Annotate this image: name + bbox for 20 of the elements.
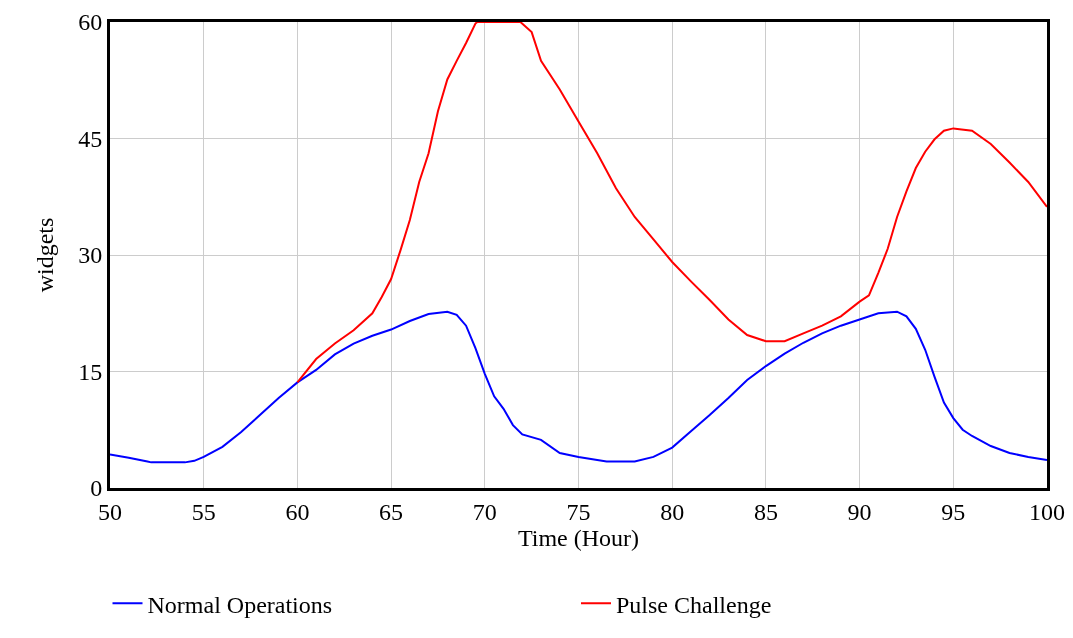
- x-tick-label: 90: [847, 498, 872, 525]
- x-tick-label: 65: [379, 498, 404, 525]
- x-tick-label: 75: [566, 498, 591, 525]
- x-tick-label: 70: [472, 498, 497, 525]
- x-tick-label: 80: [660, 498, 685, 525]
- line-series: [110, 310, 1047, 464]
- line-series: [296, 22, 1047, 384]
- y-tick-label: 45: [78, 125, 103, 152]
- x-tick-label: 85: [753, 498, 778, 525]
- y-tick-label: 30: [78, 242, 103, 269]
- legend-label: Pulse Challenge: [616, 591, 772, 618]
- legend-label: Normal Operations: [147, 591, 333, 618]
- x-axis-title: Time (Hour): [517, 524, 640, 551]
- x-tick-label: 60: [285, 498, 310, 525]
- y-tick-label: 60: [78, 9, 103, 36]
- y-tick-label: 15: [78, 358, 103, 385]
- y-axis-title: widgets: [32, 217, 59, 293]
- x-tick-label: 100: [1029, 498, 1065, 525]
- x-tick-label: 95: [941, 498, 966, 525]
- x-tick-label: 55: [191, 498, 216, 525]
